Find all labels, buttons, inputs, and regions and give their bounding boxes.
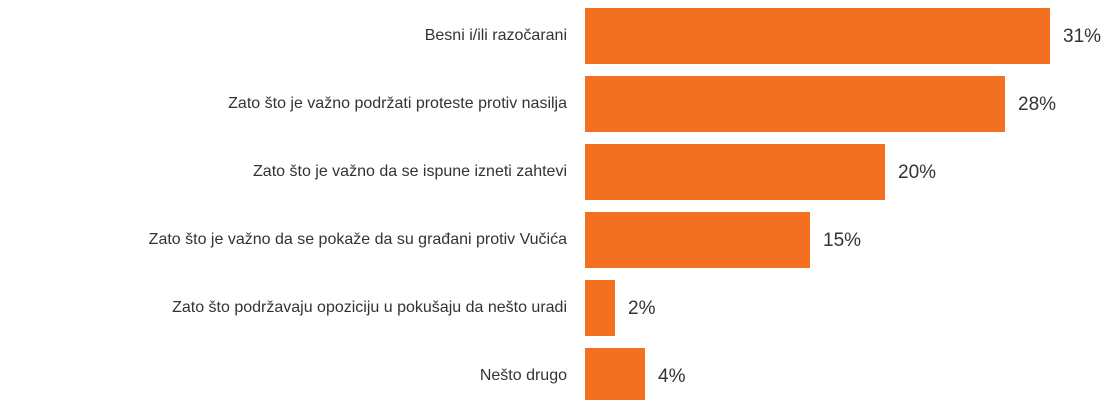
bar: [585, 76, 1005, 132]
value-label: 31%: [1063, 26, 1101, 47]
bar: [585, 144, 885, 200]
category-label: Zato što podržavaju opoziciju u pokušaju…: [172, 299, 567, 316]
category-label: Besni i/ili razočarani: [425, 27, 567, 44]
bar: [585, 280, 615, 336]
category-label: Zato što je važno da se ispune izneti za…: [253, 163, 567, 180]
value-label: 2%: [628, 298, 656, 319]
category-label: Nešto drugo: [480, 367, 567, 384]
bar: [585, 348, 645, 400]
category-label: Zato što je važno podržati proteste prot…: [228, 95, 567, 112]
bar: [585, 8, 1050, 64]
value-label: 20%: [898, 162, 936, 183]
value-label: 4%: [658, 366, 686, 387]
value-label: 15%: [823, 230, 861, 251]
bar: [585, 212, 810, 268]
value-label: 28%: [1018, 94, 1056, 115]
category-label: Zato što je važno da se pokaže da su gra…: [149, 231, 567, 248]
